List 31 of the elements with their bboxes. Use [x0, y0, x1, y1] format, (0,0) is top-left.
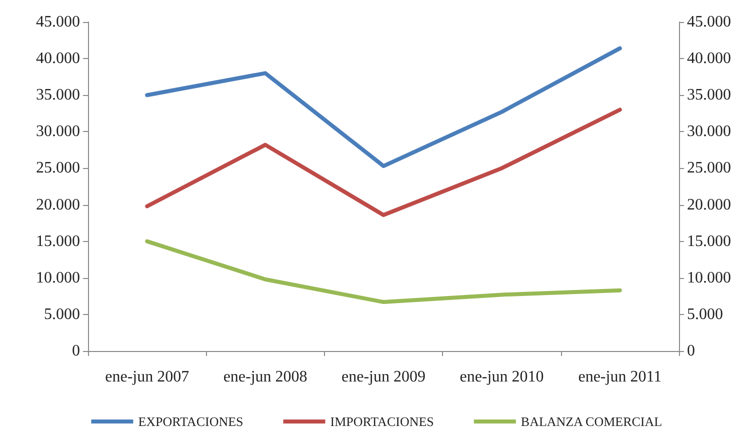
y-tick-label: 5.000: [44, 306, 80, 323]
y-tick-label: 40.000: [36, 50, 80, 68]
y2-tick-label: 40.000: [687, 50, 731, 68]
y2-tick-label: 25.000: [687, 160, 731, 177]
line-series: [145, 46, 622, 168]
line-series: [145, 108, 622, 218]
legend-label: BALANZA COMERCIAL: [520, 414, 662, 429]
y-tick-label: 15.000: [36, 232, 80, 250]
y2-tick-label: 15.000: [687, 232, 731, 250]
y-tick-label: 45.000: [36, 14, 80, 30]
y-tick-label: 10.000: [36, 269, 80, 286]
x-tick-label: ene-jun 2010: [460, 368, 544, 386]
y2-tick-label: 35.000: [687, 86, 731, 104]
y2-tick-label: 5.000: [687, 306, 723, 323]
x-tick-label: ene-jun 2009: [342, 368, 426, 386]
y-tick-label: 35.000: [36, 86, 80, 104]
x-tick-label: ene-jun 2007: [105, 368, 190, 386]
y2-tick-label: 10.000: [687, 269, 731, 286]
y-tick-label: 20.000: [36, 196, 80, 214]
y2-tick-label: 20.000: [687, 196, 731, 214]
line-series: [145, 239, 622, 304]
y-tick-label: 30.000: [36, 123, 80, 140]
legend-label: EXPORTACIONES: [138, 414, 244, 429]
y2-tick-label: 45.000: [687, 14, 731, 30]
legend-label: IMPORTACIONES: [330, 414, 434, 429]
y-tick-label: 25.000: [36, 160, 80, 177]
y-tick-label: 0: [72, 342, 80, 360]
x-tick-label: ene-jun 2011: [578, 368, 662, 386]
x-tick-label: ene-jun 2008: [223, 368, 308, 386]
y2-tick-label: 0: [687, 342, 695, 360]
y2-tick-label: 30.000: [687, 123, 731, 140]
